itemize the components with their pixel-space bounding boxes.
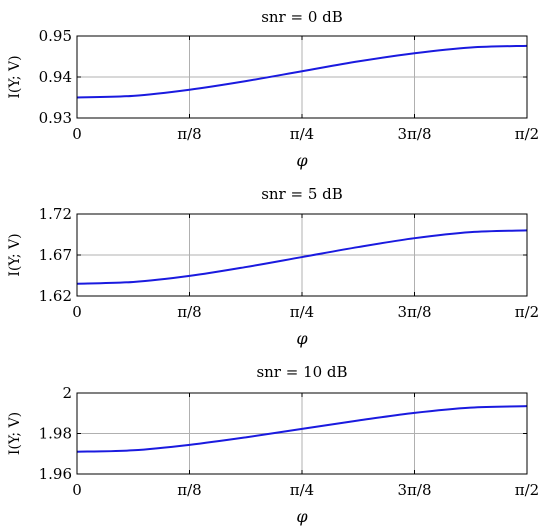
x-tick-label: 3π/8 — [398, 125, 432, 143]
x-tick-label: π/4 — [290, 303, 314, 321]
chart-panel-1: snr = 0 dB 0 π/8 π/4 3π/8 π/2 0.93 0.94 0.95 φ I(Y… — [7, 8, 539, 170]
y-axis-label: I(Y; V) — [7, 55, 23, 98]
series-line — [76, 405, 528, 453]
x-tick-label: π/8 — [177, 481, 201, 499]
chart-panel-2: snr = 5 dB 0 π/8 π/4 3π/8 π/2 1.62 1.67 1.72 φ I(Y… — [7, 185, 539, 348]
x-tick-label: 0 — [72, 481, 82, 499]
x-axis-label: φ — [296, 151, 308, 170]
y-tick-label: 2 — [62, 384, 72, 402]
y-axis-label: I(Y; V) — [7, 233, 23, 276]
x-tick-label: π/8 — [177, 125, 201, 143]
x-tick-label: π/4 — [290, 481, 314, 499]
x-tick-label: 0 — [72, 303, 82, 321]
x-tick-label: π/2 — [515, 125, 539, 143]
y-tick-label: 1.62 — [39, 287, 72, 305]
x-tick-label: π/8 — [177, 303, 201, 321]
y-tick-label: 1.67 — [39, 246, 72, 264]
x-tick-label: 0 — [72, 125, 82, 143]
chart-title: snr = 0 dB — [261, 8, 343, 26]
x-axis-label: φ — [296, 507, 308, 526]
series-line — [76, 44, 528, 99]
y-tick-label: 0.94 — [39, 68, 72, 86]
chart-panel-3: snr = 10 dB 0 π/8 π/4 3π/8 π/2 1.96 1.98 2 φ I(Y; … — [7, 363, 539, 526]
x-tick-label: 3π/8 — [398, 481, 432, 499]
y-tick-label: 0.95 — [39, 27, 72, 45]
chart-title: snr = 5 dB — [261, 185, 343, 203]
y-tick-label: 1.96 — [39, 465, 72, 483]
x-tick-label: π/4 — [290, 125, 314, 143]
y-axis-label: I(Y; V) — [7, 412, 23, 455]
y-tick-label: 1.72 — [39, 205, 72, 223]
y-tick-label: 1.98 — [39, 425, 72, 443]
y-tick-label: 0.93 — [39, 109, 72, 127]
series-line — [76, 229, 528, 285]
x-tick-label: π/2 — [515, 481, 539, 499]
x-tick-label: 3π/8 — [398, 303, 432, 321]
chart-title: snr = 10 dB — [256, 363, 347, 381]
x-axis-label: φ — [296, 329, 308, 348]
x-tick-label: π/2 — [515, 303, 539, 321]
